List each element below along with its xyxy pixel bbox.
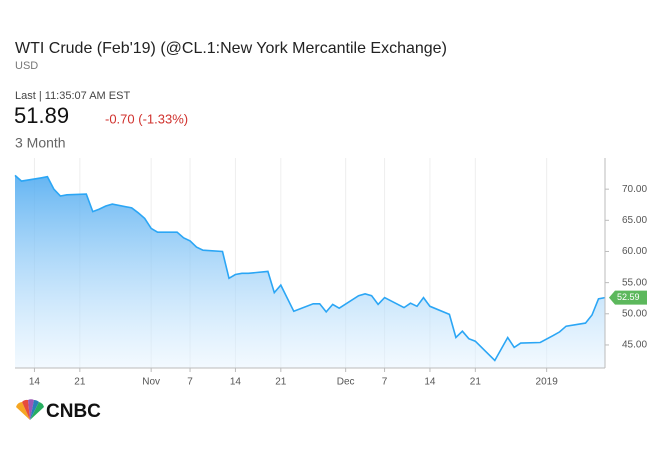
area [15, 175, 605, 368]
y-tick-label: 50.00 [622, 308, 647, 319]
price-badge-label: 52.59 [617, 292, 640, 302]
x-tick-label: 2019 [536, 377, 559, 388]
x-tick-label: 7 [187, 377, 193, 388]
change: -0.70 (-1.33%) [105, 111, 188, 126]
price: 51.89 [14, 103, 69, 128]
title: WTI Crude (Feb'19) (@CL.1:New York Merca… [15, 40, 447, 57]
logo: CNBC [16, 399, 101, 422]
y-tick-label: 60.00 [622, 246, 647, 257]
y-tick-label: 70.00 [622, 184, 647, 195]
x-tick-label: 21 [74, 377, 86, 388]
x-tick-label: 21 [470, 377, 482, 388]
x-tick-label: 21 [275, 377, 287, 388]
currency: USD [15, 60, 38, 72]
line [14, 174, 606, 362]
x-tick-label: 14 [29, 377, 41, 388]
x-tick-label: Nov [142, 377, 160, 388]
watermark [280, 196, 380, 300]
x-tick-label: Dec [337, 377, 355, 388]
x-tick-label: 7 [382, 377, 388, 388]
logo-text: CNBC [46, 401, 101, 422]
x-tick-label: 14 [424, 377, 436, 388]
y-tick-label: 55.00 [622, 277, 647, 288]
y-tick-label: 45.00 [622, 340, 647, 351]
x-tick-label: 14 [230, 377, 242, 388]
y-tick-label: 65.00 [622, 215, 647, 226]
range: 3 Month [15, 135, 66, 151]
last-time: Last | 11:35:07 AM EST [15, 90, 130, 102]
price-badge [609, 290, 647, 305]
